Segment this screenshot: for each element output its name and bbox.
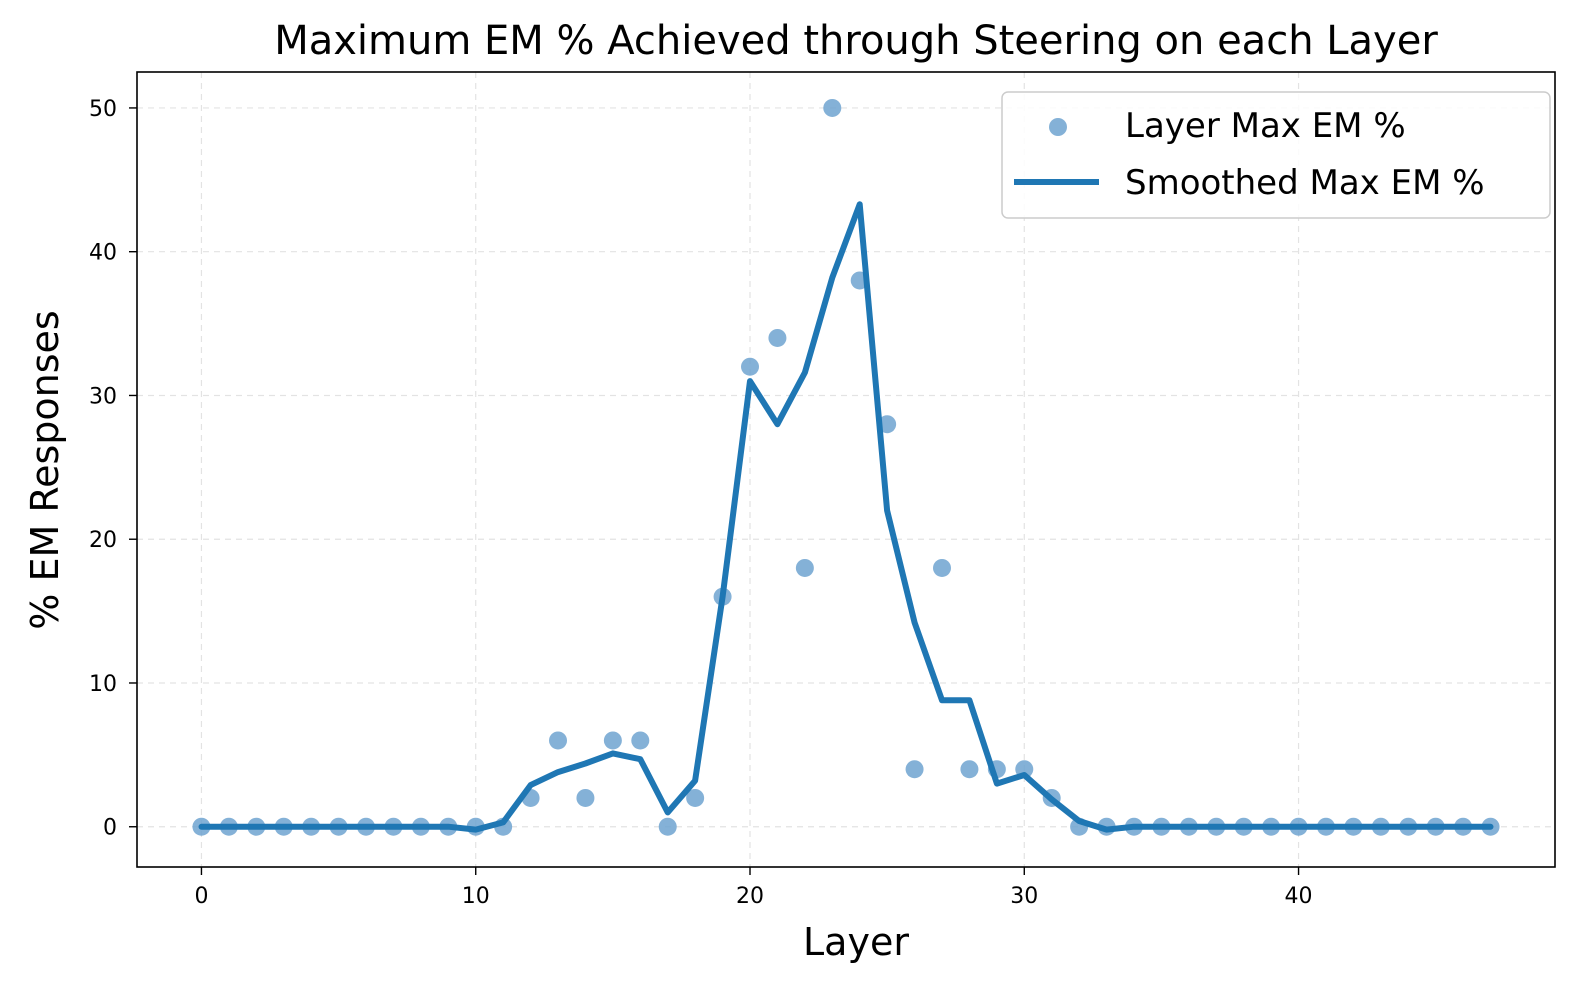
plot-area (192, 98, 1500, 836)
chart-title: Maximum EM % Achieved through Steering o… (274, 18, 1438, 64)
legend-box (1001, 91, 1551, 219)
scatter-point (658, 817, 677, 836)
x-tick-label: 40 (1285, 884, 1313, 909)
x-axis-label: Layer (803, 920, 909, 964)
plot-frame (136, 71, 1556, 868)
legend-label-scatter: Layer Max EM % (1125, 106, 1406, 146)
scatter-point (905, 760, 924, 779)
scatter-point (960, 760, 979, 779)
legend: Layer Max EM % Smoothed Max EM % (1001, 91, 1551, 219)
x-tick-label: 10 (462, 884, 490, 909)
scatter-point (768, 328, 787, 347)
y-tick-label: 0 (103, 816, 117, 841)
y-tick-label: 50 (89, 97, 117, 122)
scatter-point (603, 731, 622, 750)
y-tick-label: 40 (89, 241, 117, 266)
legend-label-line: Smoothed Max EM % (1125, 163, 1485, 203)
scatter-point (823, 98, 842, 117)
y-axis-label: % EM Responses (23, 310, 67, 629)
y-tick-label: 20 (89, 528, 117, 553)
y-tick-label: 10 (89, 672, 117, 697)
axis-ticks: 0 10 20 30 40 0 10 20 30 40 50 (89, 97, 1313, 909)
smoothed-line (198, 201, 1494, 833)
x-tick-label: 20 (736, 884, 764, 909)
scatter-point (686, 788, 705, 807)
scatter-point (932, 558, 951, 577)
scatter-point (631, 731, 650, 750)
scatter-point (549, 731, 568, 750)
legend-marker-scatter (1049, 118, 1067, 136)
scatter-point (741, 357, 760, 376)
y-tick-label: 30 (89, 384, 117, 409)
scatter-point (795, 558, 814, 577)
x-tick-label: 30 (1010, 884, 1038, 909)
scatter-point (576, 788, 595, 807)
x-tick-label: 0 (194, 884, 208, 909)
